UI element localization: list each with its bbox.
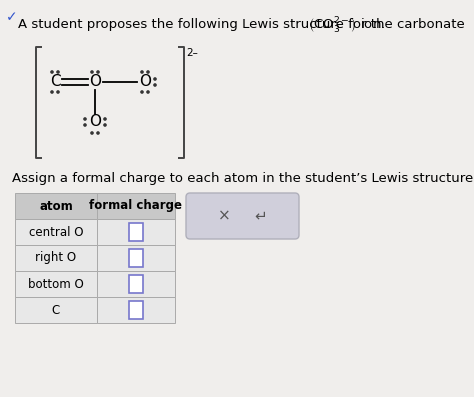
Bar bbox=[97, 297, 175, 323]
Text: 2–: 2– bbox=[186, 48, 198, 58]
Text: central O: central O bbox=[29, 225, 83, 239]
Text: formal charge: formal charge bbox=[90, 200, 182, 212]
Circle shape bbox=[97, 71, 99, 73]
Bar bbox=[15, 297, 97, 323]
Text: $\left(\mathrm{CO_3^{2-}}\right)$ ion.: $\left(\mathrm{CO_3^{2-}}\right)$ ion. bbox=[308, 16, 385, 36]
Circle shape bbox=[97, 132, 99, 134]
Bar bbox=[97, 245, 175, 271]
Text: O: O bbox=[89, 114, 101, 129]
FancyBboxPatch shape bbox=[186, 193, 299, 239]
Text: C: C bbox=[50, 75, 60, 89]
Bar bbox=[129, 249, 143, 267]
Text: A student proposes the following Lewis structure for the carbonate: A student proposes the following Lewis s… bbox=[18, 18, 465, 31]
Circle shape bbox=[57, 91, 59, 93]
Text: ×: × bbox=[218, 208, 231, 224]
Bar bbox=[129, 223, 143, 241]
Text: atom: atom bbox=[39, 200, 73, 212]
Bar bbox=[97, 193, 175, 219]
Circle shape bbox=[154, 84, 156, 86]
Circle shape bbox=[51, 91, 53, 93]
Text: ✓: ✓ bbox=[6, 10, 18, 24]
Circle shape bbox=[91, 71, 93, 73]
Circle shape bbox=[84, 118, 86, 120]
Circle shape bbox=[141, 91, 143, 93]
Circle shape bbox=[141, 71, 143, 73]
Text: Assign a formal charge to each atom in the student’s Lewis structure.: Assign a formal charge to each atom in t… bbox=[12, 172, 474, 185]
Circle shape bbox=[84, 124, 86, 126]
Bar bbox=[15, 245, 97, 271]
Bar bbox=[97, 271, 175, 297]
Bar bbox=[97, 219, 175, 245]
Circle shape bbox=[91, 132, 93, 134]
Bar bbox=[15, 193, 97, 219]
Text: O: O bbox=[89, 75, 101, 89]
Bar bbox=[129, 301, 143, 319]
Circle shape bbox=[154, 78, 156, 80]
Bar bbox=[129, 275, 143, 293]
Circle shape bbox=[104, 124, 106, 126]
Text: ↵: ↵ bbox=[254, 208, 267, 224]
Circle shape bbox=[57, 71, 59, 73]
Text: right O: right O bbox=[36, 252, 77, 264]
Bar bbox=[15, 219, 97, 245]
Text: bottom O: bottom O bbox=[28, 278, 84, 291]
Circle shape bbox=[147, 71, 149, 73]
Text: C: C bbox=[52, 303, 60, 316]
Text: O: O bbox=[139, 75, 151, 89]
Bar bbox=[15, 271, 97, 297]
Circle shape bbox=[147, 91, 149, 93]
Circle shape bbox=[104, 118, 106, 120]
Circle shape bbox=[51, 71, 53, 73]
